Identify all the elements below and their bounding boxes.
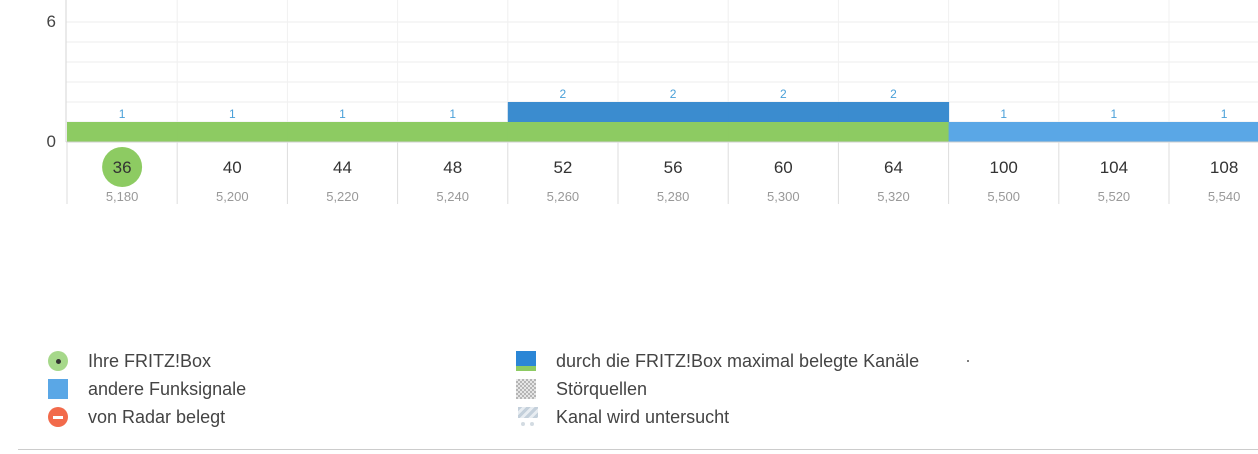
channel-label-56[interactable]: 56 (664, 158, 683, 177)
frequency-label-52: 5,260 (547, 189, 580, 204)
legend-under-investigation-label: Kanal wird untersucht (556, 406, 730, 427)
value-label-56: 2 (670, 87, 677, 101)
channel-label-64[interactable]: 64 (884, 158, 903, 177)
value-label-48: 1 (449, 107, 456, 121)
legend-max-channels-label: durch die FRITZ!Box maximal belegte Kanä… (556, 350, 920, 371)
bar-other-56 (618, 102, 729, 122)
legend-interference: Störquellen (516, 378, 647, 400)
legend-radar-label: von Radar belegt (88, 406, 226, 427)
bar-fritzbox-56 (618, 122, 729, 142)
value-label-104: 1 (1111, 107, 1118, 121)
channel-label-44[interactable]: 44 (333, 158, 352, 177)
bar-fritzbox-64 (838, 122, 950, 142)
legend-under-investigation: Kanal wird untersucht (516, 406, 729, 428)
frequency-label-60: 5,300 (767, 189, 800, 204)
radar-no-entry-icon (48, 407, 68, 427)
frequency-label-104: 5,520 (1098, 189, 1131, 204)
bottom-divider (18, 449, 1258, 450)
bar-fritzbox-40 (177, 122, 288, 142)
legend-interference-label: Störquellen (556, 378, 648, 399)
legend-other-signals-label: andere Funksignale (88, 378, 247, 399)
bar-other-100 (948, 122, 1060, 142)
value-label-108: 1 (1221, 107, 1228, 121)
value-label-64: 2 (890, 87, 897, 101)
bar-fritzbox-52 (507, 122, 619, 142)
channel-label-48[interactable]: 48 (443, 158, 462, 177)
value-label-60: 2 (780, 87, 787, 101)
frequency-label-48: 5,240 (436, 189, 469, 204)
value-label-40: 1 (229, 107, 236, 121)
frequency-label-56: 5,280 (657, 189, 690, 204)
channel-label-36[interactable]: 36 (113, 158, 132, 177)
fritzbox-dot-icon (48, 351, 68, 371)
value-label-36: 1 (119, 107, 126, 121)
bar-other-60 (728, 102, 839, 122)
frequency-label-36: 5,180 (106, 189, 139, 204)
other-signals-square-icon (48, 379, 68, 399)
frequency-label-44: 5,220 (326, 189, 359, 204)
stray-dot (967, 360, 969, 362)
channel-label-108[interactable]: 108 (1210, 158, 1238, 177)
y-tick-label: 0 (47, 132, 56, 151)
max-channels-icon (516, 351, 536, 371)
legend-fritzbox: Ihre FRITZ!Box (48, 350, 211, 372)
bar-other-52 (507, 102, 619, 122)
bar-fritzbox-44 (287, 122, 399, 142)
y-tick-label: 6 (47, 12, 56, 31)
value-label-100: 1 (1000, 107, 1007, 121)
legend-radar: von Radar belegt (48, 406, 225, 428)
frequency-label-64: 5,320 (877, 189, 910, 204)
bar-fritzbox-48 (397, 122, 509, 142)
channel-chart: 0 6 1 1 1 1 2 2 2 2 1 1 1 36 5,180 40 5,200 44 5,220 48 5,24… (47, 0, 1258, 204)
value-label-44: 1 (339, 107, 346, 121)
frequency-label-108: 5,540 (1208, 189, 1241, 204)
frequency-label-40: 5,200 (216, 189, 249, 204)
frequency-label-100: 5,500 (987, 189, 1020, 204)
channel-label-100[interactable]: 100 (990, 158, 1018, 177)
interference-pattern-icon (516, 379, 536, 399)
bar-fritzbox-36 (67, 122, 178, 142)
bar-other-108 (1169, 122, 1258, 142)
channel-label-60[interactable]: 60 (774, 158, 793, 177)
bar-other-64 (838, 102, 950, 122)
bar-other-104 (1058, 122, 1170, 142)
channel-label-52[interactable]: 52 (553, 158, 572, 177)
selected-channel-circle (102, 147, 143, 187)
channel-label-104[interactable]: 104 (1100, 158, 1128, 177)
bar-fritzbox-60 (728, 122, 839, 142)
legend-max-channels: durch die FRITZ!Box maximal belegte Kanä… (516, 350, 919, 372)
legend-fritzbox-label: Ihre FRITZ!Box (88, 350, 212, 371)
value-label-52: 2 (560, 87, 567, 101)
channel-label-40[interactable]: 40 (223, 158, 242, 177)
legend-other-signals: andere Funksignale (48, 378, 246, 400)
investigation-hatch-icon (518, 406, 538, 432)
